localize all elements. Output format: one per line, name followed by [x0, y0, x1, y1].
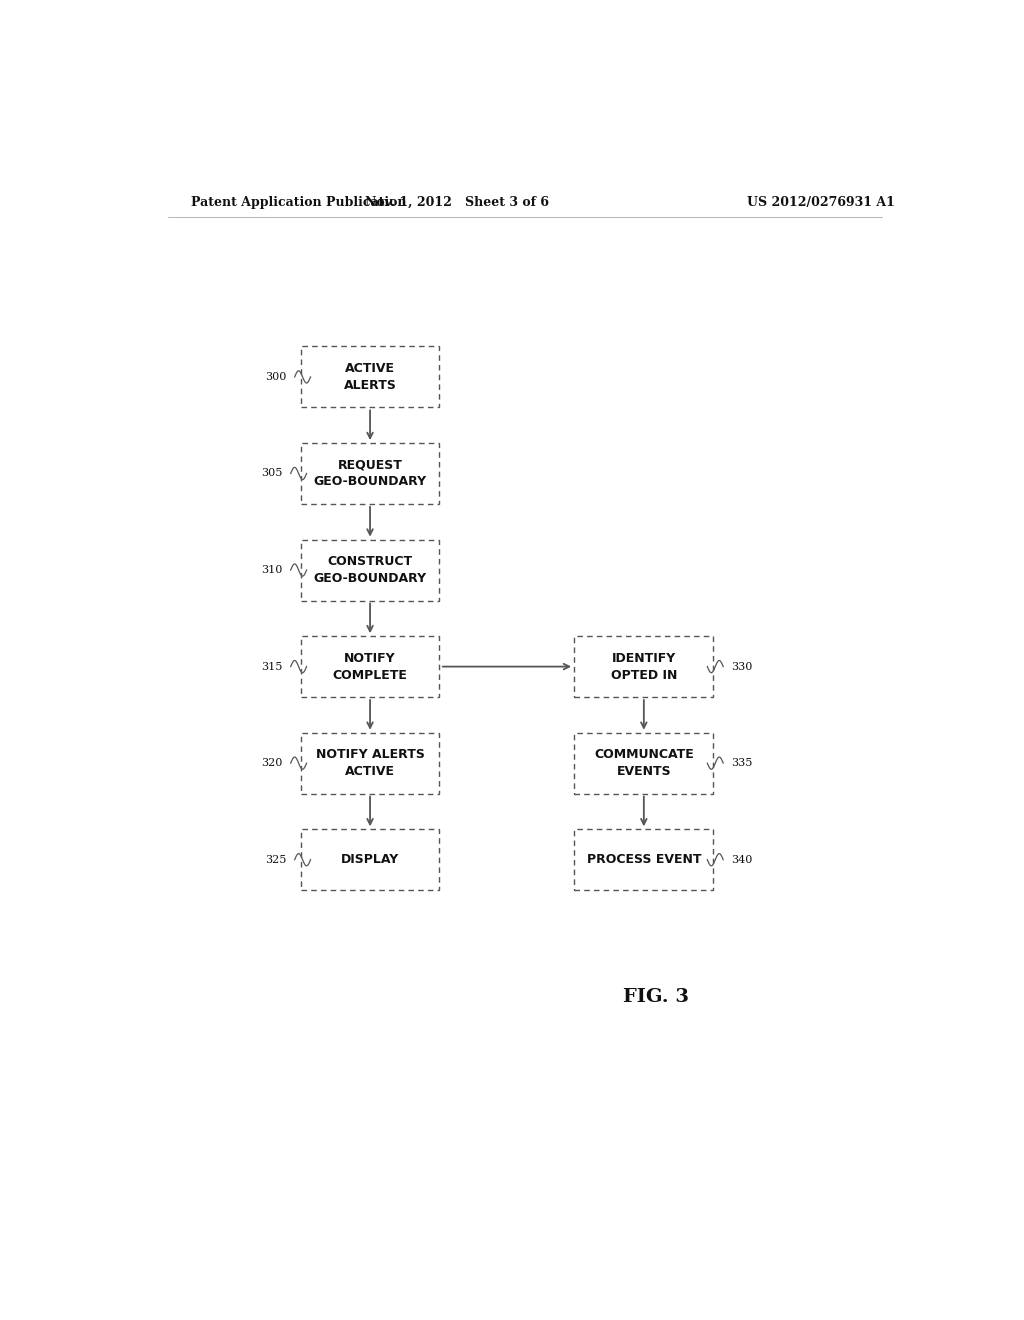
- Text: Nov. 1, 2012   Sheet 3 of 6: Nov. 1, 2012 Sheet 3 of 6: [366, 195, 549, 209]
- Bar: [301, 829, 439, 890]
- Text: US 2012/0276931 A1: US 2012/0276931 A1: [748, 195, 895, 209]
- Text: NOTIFY ALERTS
ACTIVE: NOTIFY ALERTS ACTIVE: [315, 748, 425, 779]
- Bar: [301, 444, 439, 504]
- Text: IDENTIFY
OPTED IN: IDENTIFY OPTED IN: [610, 652, 677, 681]
- Text: DISPLAY: DISPLAY: [341, 853, 399, 866]
- Text: PROCESS EVENT: PROCESS EVENT: [587, 853, 701, 866]
- Text: FIG. 3: FIG. 3: [623, 987, 689, 1006]
- Bar: [301, 733, 439, 793]
- Text: 315: 315: [261, 661, 283, 672]
- Text: ACTIVE
ALERTS: ACTIVE ALERTS: [344, 362, 396, 392]
- Text: 320: 320: [261, 758, 283, 768]
- Text: 335: 335: [731, 758, 753, 768]
- Text: COMMUNCATE
EVENTS: COMMUNCATE EVENTS: [594, 748, 693, 779]
- Text: 330: 330: [731, 661, 753, 672]
- Text: Patent Application Publication: Patent Application Publication: [191, 195, 407, 209]
- Text: REQUEST
GEO-BOUNDARY: REQUEST GEO-BOUNDARY: [313, 458, 427, 488]
- Text: 300: 300: [265, 372, 287, 381]
- Text: CONSTRUCT
GEO-BOUNDARY: CONSTRUCT GEO-BOUNDARY: [313, 554, 427, 585]
- Text: NOTIFY
COMPLETE: NOTIFY COMPLETE: [333, 652, 408, 681]
- Bar: [301, 636, 439, 697]
- Text: 325: 325: [265, 855, 287, 865]
- Bar: [574, 636, 714, 697]
- Bar: [574, 733, 714, 793]
- Text: 305: 305: [261, 469, 283, 478]
- Text: 340: 340: [731, 855, 753, 865]
- Bar: [574, 829, 714, 890]
- Bar: [301, 540, 439, 601]
- Bar: [301, 346, 439, 408]
- Text: 310: 310: [261, 565, 283, 576]
